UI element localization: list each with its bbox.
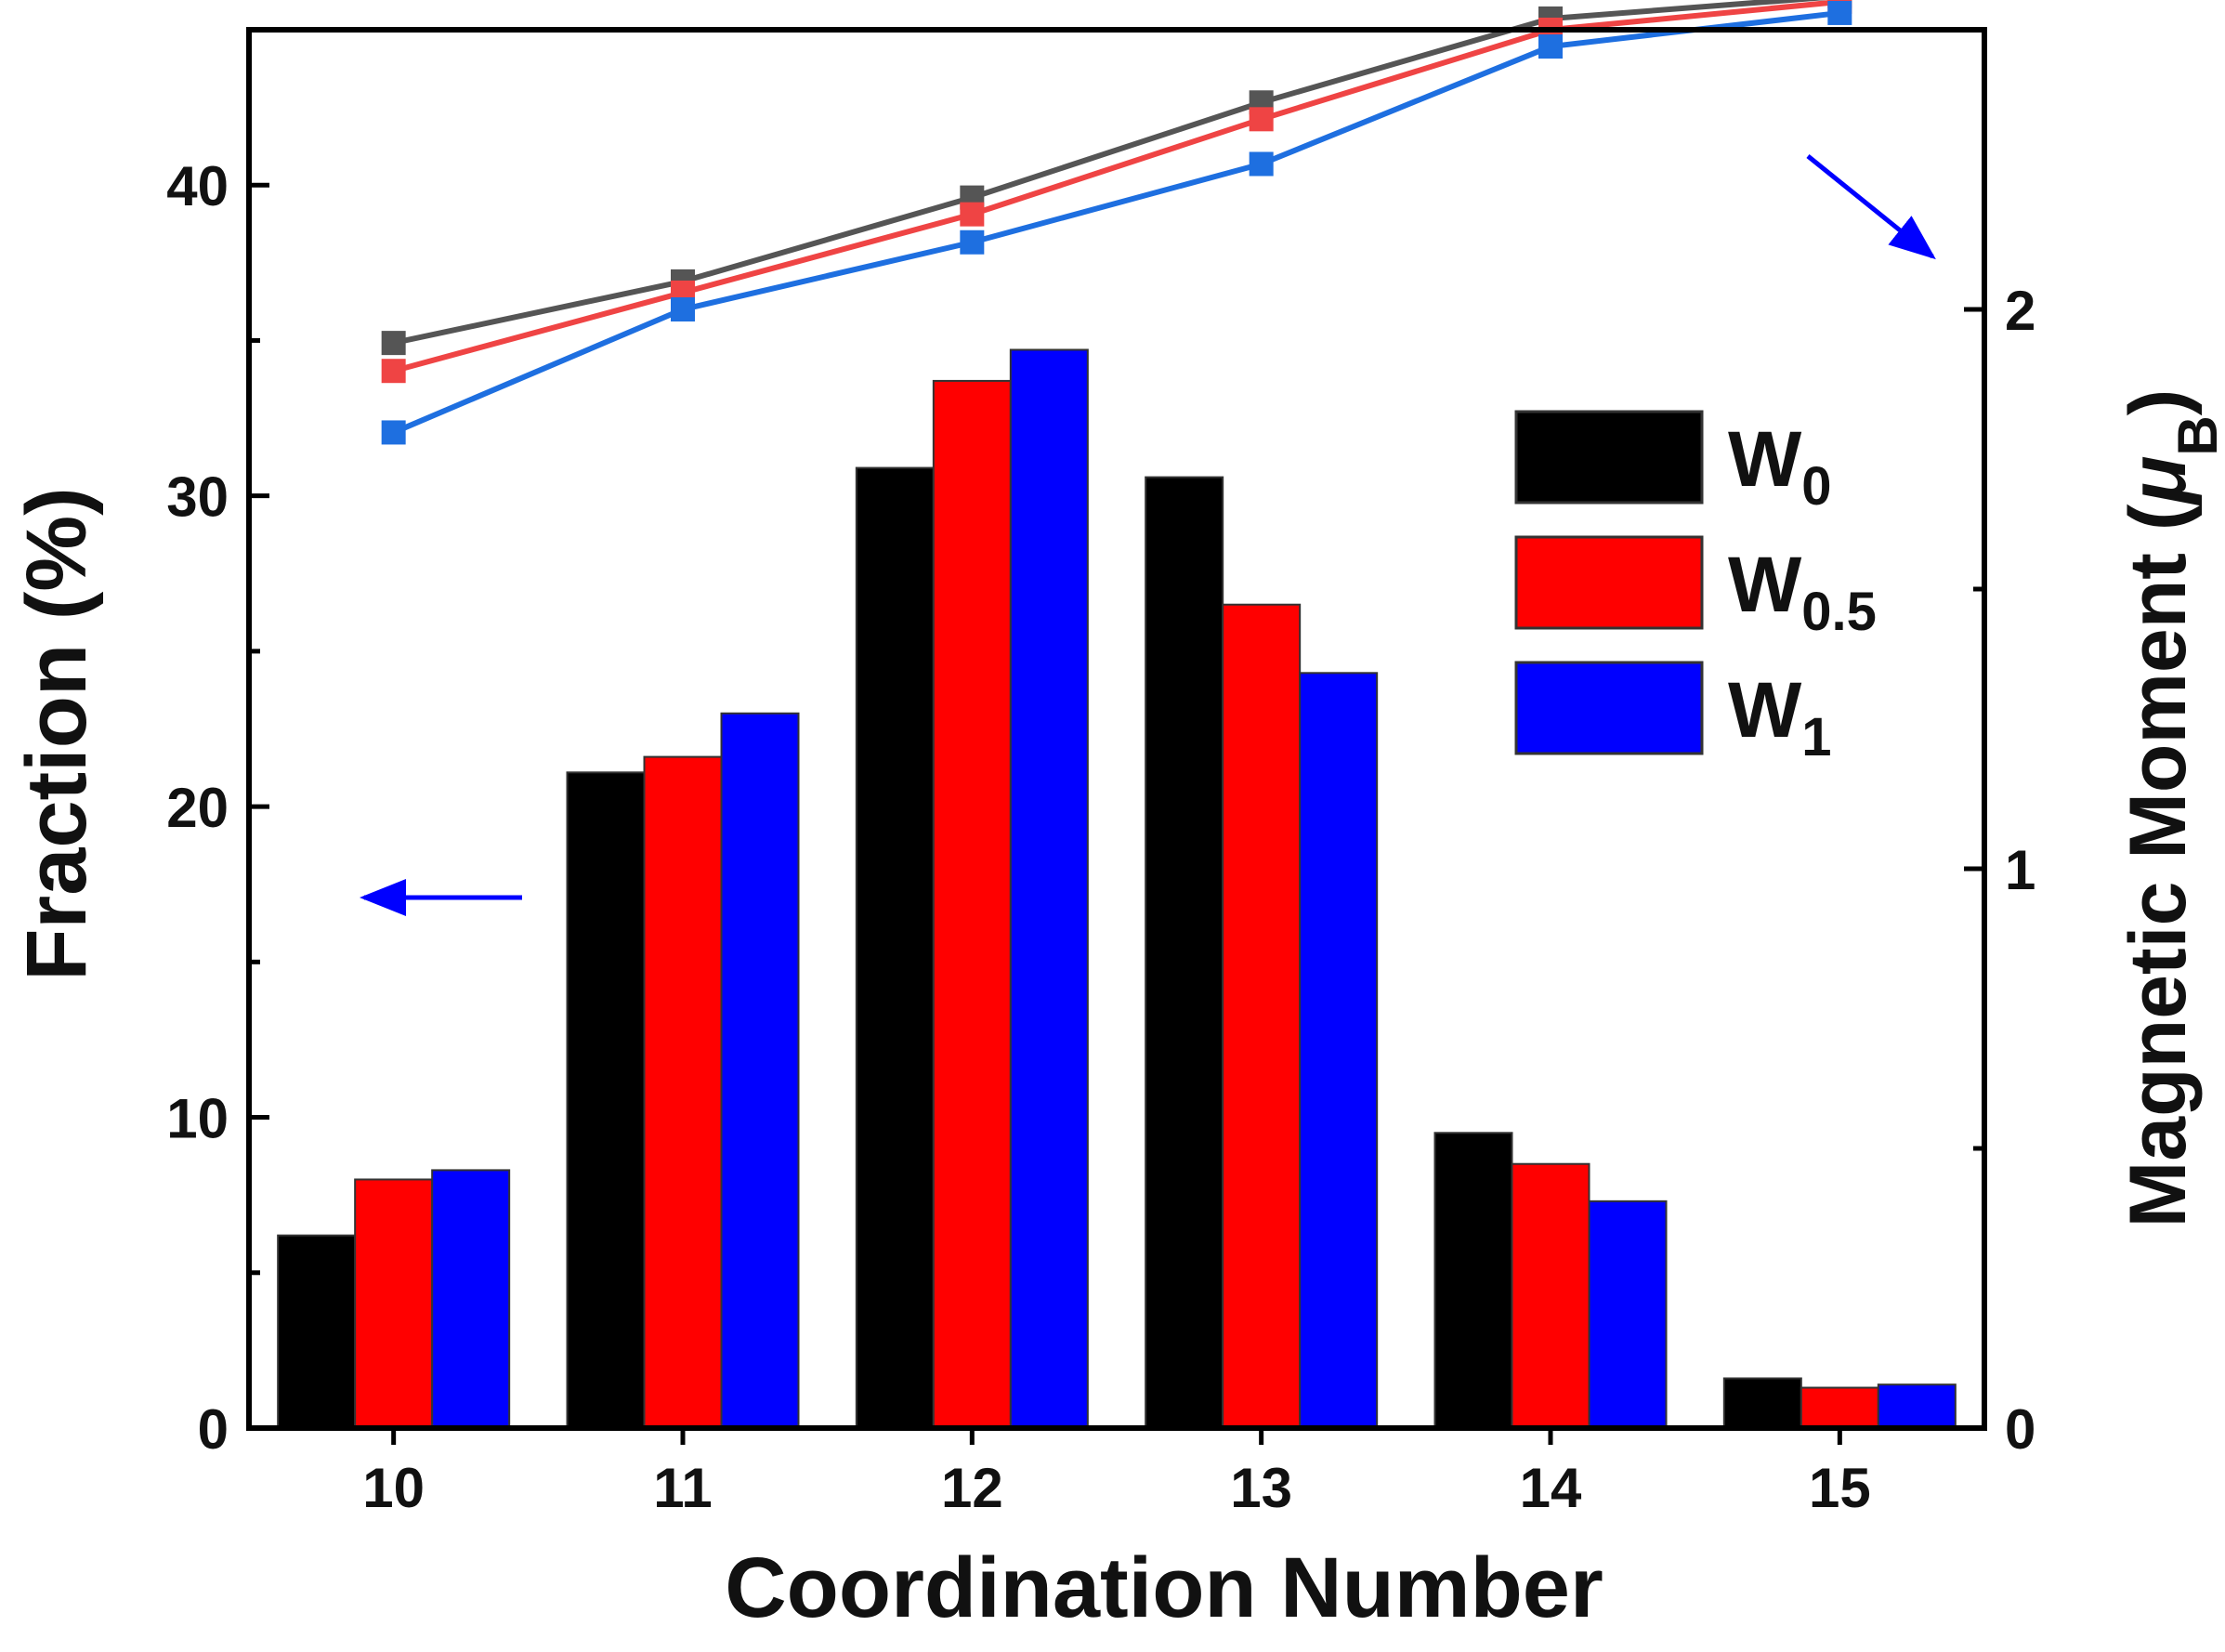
right-axis-label-prefix: Magnetic Moment ( (2114, 504, 2203, 1227)
legend-layer: W0 W0.5 W1 (1516, 412, 1877, 767)
x-tick-label: 10 (362, 1457, 425, 1519)
legend-label-W0_5: W0.5 (1728, 541, 1877, 642)
bar-W0-13 (1145, 478, 1223, 1428)
right-axis-label: Magnetic Moment (μB) (2114, 389, 2225, 1228)
line-W0_5 (394, 2, 1840, 371)
x-tick-label: 11 (653, 1457, 712, 1519)
bar-W0-15 (1724, 1378, 1801, 1428)
bar-W0_5-11 (645, 757, 722, 1428)
marker-W0_5-13 (1250, 107, 1274, 131)
bar-W1-10 (432, 1170, 509, 1428)
x-axis-label: Coordination Number (725, 1541, 1603, 1635)
left-tick-label: 40 (166, 155, 229, 217)
marker-W1-15 (1827, 1, 1852, 25)
marker-W1-14 (1538, 34, 1563, 59)
legend-swatch-W0 (1516, 412, 1702, 503)
bar-W0_5-10 (355, 1179, 432, 1428)
bar-W0-12 (857, 468, 934, 1428)
legend-swatch-W1 (1516, 662, 1702, 754)
lines-layer (382, 0, 1852, 444)
bar-W1-14 (1590, 1201, 1667, 1428)
marker-W0-10 (382, 331, 406, 355)
labels-layer: Coordination Number Fraction (%) Magneti… (9, 389, 2225, 1635)
bar-W1-11 (722, 714, 799, 1428)
bar-W1-13 (1300, 673, 1377, 1428)
bar-W0-10 (278, 1236, 355, 1428)
bar-W0_5-13 (1223, 605, 1300, 1428)
bar-W0-14 (1435, 1133, 1512, 1428)
x-tick-label: 14 (1520, 1457, 1582, 1519)
marker-W1-11 (671, 297, 695, 321)
x-tick-label: 15 (1809, 1457, 1871, 1519)
right-axis-label-sub: B (2166, 415, 2225, 455)
legend-label-W1: W1 (1728, 666, 1832, 767)
line-W0 (394, 0, 1840, 343)
right-axis-label-mu: μ (2114, 456, 2203, 506)
marker-W0_5-12 (960, 203, 984, 227)
bars-layer (278, 349, 1956, 1428)
legend-swatch-W0_5 (1516, 537, 1702, 628)
right-axis-label-suffix: ) (2114, 389, 2203, 416)
left-tick-label: 20 (166, 777, 229, 839)
left-tick-label: 30 (166, 466, 229, 529)
right-axis-arrow (1808, 156, 1932, 256)
marker-W1-13 (1250, 151, 1274, 176)
line-W1 (394, 13, 1840, 433)
bar-W0-11 (568, 772, 645, 1428)
bar-W1-12 (1011, 349, 1088, 1428)
right-tick-label: 0 (2005, 1398, 2035, 1461)
bar-W0_5-12 (934, 381, 1011, 1428)
bar-W0_5-15 (1801, 1388, 1878, 1428)
x-tick-label: 12 (941, 1457, 1003, 1519)
left-tick-label: 0 (198, 1398, 229, 1461)
legend-label-W0: W0 (1728, 415, 1832, 517)
marker-W1-12 (960, 230, 984, 255)
right-tick-label: 2 (2005, 280, 2035, 342)
bar-W0_5-14 (1512, 1164, 1590, 1428)
marker-W0_5-10 (382, 359, 406, 383)
marker-W1-10 (382, 420, 406, 444)
left-tick-label: 10 (166, 1088, 229, 1150)
right-tick-label: 1 (2005, 839, 2035, 901)
left-axis-label: Fraction (%) (9, 487, 104, 981)
bar-W1-15 (1878, 1384, 1956, 1428)
x-tick-label: 13 (1230, 1457, 1292, 1519)
